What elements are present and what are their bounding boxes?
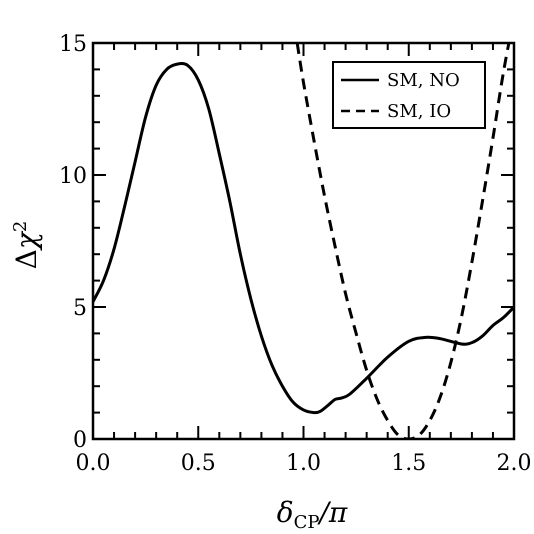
x-tick-label: 2.0 bbox=[497, 451, 532, 476]
tick-labels: 0.0 0.5 1.0 1.5 2.0 0 5 10 15 bbox=[59, 32, 532, 476]
y-tick-label: 0 bbox=[73, 428, 87, 453]
legend-label-io: SM, IO bbox=[387, 101, 451, 122]
y-tick-label: 10 bbox=[59, 164, 87, 189]
legend: SM, NO SM, IO bbox=[332, 61, 486, 129]
plot-frame bbox=[91, 41, 516, 441]
x-tick-label: 1.0 bbox=[286, 451, 321, 476]
legend-label-no: SM, NO bbox=[387, 70, 460, 91]
legend-box bbox=[332, 61, 486, 129]
x-tick-label: 0.0 bbox=[76, 451, 111, 476]
series-line-sm-no bbox=[93, 62, 514, 415]
y-axis-label: Δχ2 bbox=[10, 221, 43, 270]
y-tick-label: 5 bbox=[73, 296, 87, 321]
x-tick-label: 0.5 bbox=[181, 451, 216, 476]
y-tick-label: 15 bbox=[59, 32, 87, 57]
x-axis-label: δCP/π bbox=[277, 496, 348, 533]
x-tick-label: 1.5 bbox=[391, 451, 426, 476]
